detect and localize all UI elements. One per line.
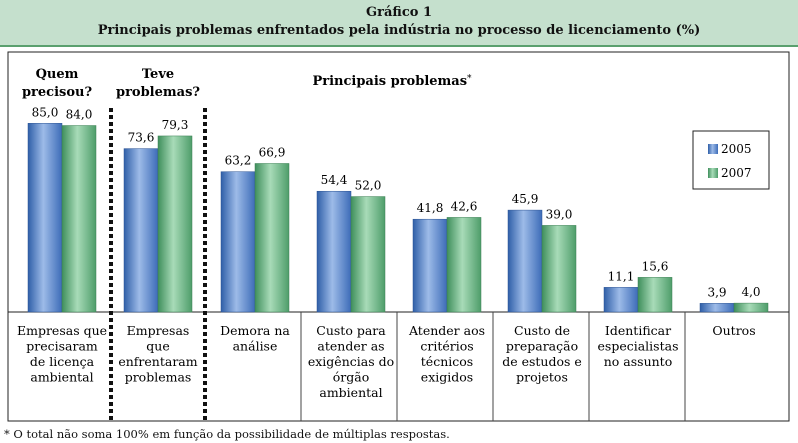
category-label-5: de estudos e xyxy=(502,354,582,369)
category-label-3: ambiental xyxy=(319,385,382,400)
data-label-2007-3: 52,0 xyxy=(355,179,382,193)
legend: 2005 2007 xyxy=(692,130,770,190)
group-header-problems: Principais problemas* xyxy=(312,74,472,89)
legend-label-2007: 2007 xyxy=(721,166,752,180)
category-label-3: exigências do xyxy=(308,354,394,369)
bar-2007-0 xyxy=(61,125,97,313)
data-label-2007-2: 66,9 xyxy=(259,145,286,159)
category-label-1: enfrentaram xyxy=(118,354,197,369)
data-label-2005-0: 85,0 xyxy=(32,105,59,119)
data-label-2005-2: 63,2 xyxy=(225,154,252,168)
chart-frame xyxy=(7,51,790,422)
group-header-line: Quem xyxy=(36,67,79,82)
bar-2007-6 xyxy=(637,277,673,313)
category-label-1: que xyxy=(146,339,169,354)
data-label-2005-1: 73,6 xyxy=(128,131,155,145)
bar-2007-2 xyxy=(254,163,290,313)
data-label-2007-1: 79,3 xyxy=(162,118,189,132)
category-label-0: ambiental xyxy=(30,370,93,385)
category-label-3: órgão xyxy=(333,370,369,385)
category-label-5: preparação xyxy=(506,339,578,354)
chart-subtitle: Principais problemas enfrentados pela in… xyxy=(97,23,701,38)
bar-2007-7 xyxy=(733,302,769,313)
data-label-2007-4: 42,6 xyxy=(451,199,478,213)
bar-2005-2 xyxy=(220,171,256,313)
chart-title: Gráfico 1 xyxy=(366,5,432,20)
data-label-2007-5: 39,0 xyxy=(546,207,573,221)
category-label-1: Empresas xyxy=(127,323,190,338)
legend-label-2005: 2005 xyxy=(721,142,752,156)
bar-2005-0 xyxy=(27,123,63,313)
category-label-5: Custo de xyxy=(514,323,570,338)
data-label-2007-0: 84,0 xyxy=(66,108,93,122)
category-label-2: análise xyxy=(233,339,278,354)
bar-2005-5 xyxy=(507,209,543,313)
group-header-line: precisou? xyxy=(22,85,93,100)
data-label-2005-4: 41,8 xyxy=(417,201,444,215)
legend-swatch-2007 xyxy=(708,168,718,178)
chart-header: Gráfico 1 Principais problemas enfrentad… xyxy=(0,0,798,47)
category-label-0: de licença xyxy=(30,354,95,369)
data-label-2005-6: 11,1 xyxy=(608,269,635,283)
category-label-7: Outros xyxy=(712,323,755,338)
group-header-line: problemas? xyxy=(116,85,200,100)
category-label-4: Atender aos xyxy=(408,323,485,338)
category-label-0: precisaram xyxy=(26,339,98,354)
data-label-2005-7: 3,9 xyxy=(707,285,726,299)
category-label-3: atender as xyxy=(317,339,384,354)
bar-2005-7 xyxy=(699,303,735,313)
category-label-4: exigidos xyxy=(421,370,473,385)
data-label-2005-5: 45,9 xyxy=(512,192,539,206)
category-label-2: Demora na xyxy=(220,323,290,338)
legend-swatch-2005 xyxy=(708,144,718,154)
legend-box xyxy=(692,130,770,190)
category-label-0: Empresas que xyxy=(17,323,107,338)
bars-group: 85,0 84,0 73,6 79,3 63,2 66,9 54,4 52,0 41,8 42,6… xyxy=(27,105,769,313)
data-label-2007-6: 15,6 xyxy=(642,259,669,273)
bar-2007-1 xyxy=(157,135,193,313)
category-label-4: critérios xyxy=(420,339,473,354)
footnote: * O total não soma 100% em função da pos… xyxy=(4,427,450,441)
bar-2005-6 xyxy=(603,287,639,313)
category-label-6: no assunto xyxy=(604,354,672,369)
category-label-6: especialistas xyxy=(598,339,679,354)
category-label-6: Identificar xyxy=(605,323,671,338)
bar-2005-3 xyxy=(316,190,352,313)
category-label-3: Custo para xyxy=(316,323,386,338)
bar-2005-4 xyxy=(412,218,448,313)
category-label-1: problemas xyxy=(125,370,192,385)
bar-2007-3 xyxy=(350,196,386,313)
category-label-4: técnicos xyxy=(421,354,473,369)
data-label-2005-3: 54,4 xyxy=(321,173,348,187)
bar-2005-1 xyxy=(123,148,159,313)
group-header-line: Teve xyxy=(142,67,174,82)
bar-2007-5 xyxy=(541,225,577,313)
data-label-2007-7: 4,0 xyxy=(741,285,760,299)
bar-2007-4 xyxy=(446,217,482,313)
category-label-5: projetos xyxy=(516,370,568,385)
